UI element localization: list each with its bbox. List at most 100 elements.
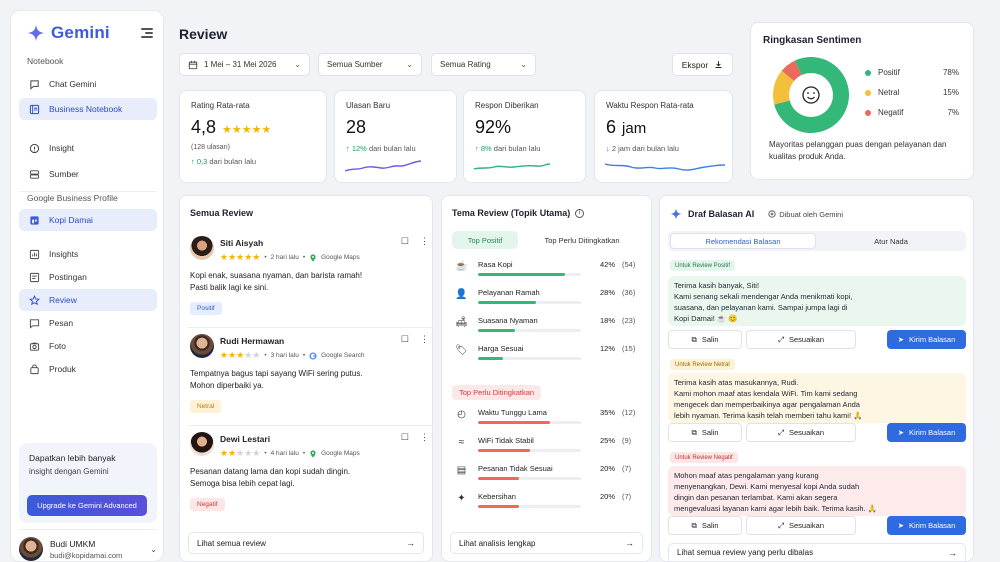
- brand-logo[interactable]: Gemini: [27, 23, 110, 43]
- button-label: Kirim Balasan: [909, 428, 956, 437]
- review-item[interactable]: Dewi Lestari ★★★★★ • 4 hari lalu • Googl…: [188, 432, 433, 524]
- date-range-filter[interactable]: 1 Mei – 31 Mei 2026 ⌄: [179, 53, 310, 76]
- trend-text: dari bulan lalu: [209, 157, 257, 166]
- sidebar-item-business-notebook[interactable]: Business Notebook: [19, 98, 157, 120]
- sidebar-item-sumber[interactable]: Sumber: [19, 163, 157, 185]
- source-icon: [29, 169, 40, 180]
- link-label: Lihat analisis lengkap: [459, 538, 536, 548]
- sidebar-item-foto[interactable]: Foto: [19, 335, 157, 357]
- draft-reply-negative[interactable]: Mohon maaf atas pengalaman yang kurang m…: [668, 466, 966, 516]
- adjust-button[interactable]: ⤢ Sesuaikan: [746, 330, 856, 349]
- sentiment-description: Mayoritas pelanggan puas dengan pelayana…: [769, 140, 947, 161]
- send-reply-button[interactable]: ➤ Kirim Balasan: [887, 516, 966, 535]
- chevron-down-icon[interactable]: ⌄: [150, 544, 157, 554]
- adjust-button[interactable]: ⤢ Sesuaikan: [746, 423, 856, 442]
- sentiment-tag: Netral: [190, 400, 222, 413]
- topic-row[interactable]: ☕ Rasa Kopi 42% (54): [454, 258, 638, 284]
- export-button[interactable]: Ekspor: [672, 53, 733, 76]
- sidebar-item-insights[interactable]: Insights: [19, 243, 157, 265]
- bookmark-icon[interactable]: ☐: [400, 432, 409, 442]
- button-label: Salin: [701, 428, 719, 437]
- review-item[interactable]: Siti Aisyah ★★★★★ • 2 hari lalu • Google…: [188, 236, 433, 328]
- topic-label: Pelayanan Ramah: [478, 288, 540, 297]
- topic-row[interactable]: 🛋 Suasana Nyaman 18% (23): [454, 314, 638, 340]
- stat-trend: ↑ 0,3 dari bulan lalu: [191, 157, 315, 166]
- sparkle-icon: ✦: [457, 493, 466, 504]
- user-profile[interactable]: Budi UMKM budi@kopidamai.com ⌄: [19, 535, 157, 561]
- topic-count: (7): [622, 464, 632, 473]
- dot-separator: •: [264, 254, 267, 261]
- more-options-icon[interactable]: ⋮: [420, 236, 429, 246]
- info-icon[interactable]: i: [575, 208, 585, 218]
- sidebar-item-review[interactable]: Review: [19, 289, 157, 311]
- tab-set-tone[interactable]: Atur Nada: [874, 236, 908, 246]
- copy-button[interactable]: ⧉ Salin: [668, 516, 742, 535]
- copy-button[interactable]: ⧉ Salin: [668, 423, 742, 442]
- review-item[interactable]: Rudi Hermawan ★★★★★ • 3 hari lalu • Goog…: [188, 334, 433, 426]
- send-reply-button[interactable]: ➤ Kirim Balasan: [887, 330, 966, 349]
- topic-bar-track: [478, 477, 581, 480]
- ai-draft-replies-panel: Draf Balasan AI Dibuat oleh Gemini Rekom…: [659, 195, 974, 562]
- sofa-icon: 🛋: [455, 317, 468, 328]
- source-filter[interactable]: Semua Sumber ⌄: [318, 53, 422, 76]
- draft-reply-positive[interactable]: Terima kasih banyak, Siti! Kami senang s…: [668, 276, 966, 326]
- map-pin-icon: [310, 449, 316, 458]
- topic-label: Harga Sesuai: [478, 344, 524, 353]
- more-options-icon[interactable]: ⋮: [420, 334, 429, 344]
- wifi-icon: ≈: [458, 437, 465, 448]
- see-pending-reviews-link[interactable]: Lihat semua review yang perlu dibalas →: [668, 543, 966, 561]
- topic-bar-track: [478, 301, 581, 304]
- receipt-icon: ▤: [456, 465, 467, 476]
- topic-bar-fill: [478, 357, 503, 360]
- topic-row[interactable]: ≈ WiFi Tidak Stabil 25% (9): [454, 434, 638, 460]
- tab-top-positive[interactable]: Top Positif: [452, 231, 518, 249]
- tab-top-improve[interactable]: Top Perlu Ditingkatkan: [544, 235, 620, 245]
- sidebar-item-chat-gemini[interactable]: Chat Gemini: [19, 73, 157, 95]
- copy-icon: ⧉: [691, 427, 697, 437]
- button-label: Sesuaikan: [788, 335, 825, 344]
- topic-row[interactable]: ◴ Waktu Tunggu Lama 35% (12): [454, 406, 638, 432]
- legend-dot: [865, 89, 871, 96]
- upgrade-title: Dapatkan lebih banyak: [29, 453, 116, 463]
- sidebar-item-postingan[interactable]: Postingan: [19, 266, 157, 288]
- draft-reply-neutral[interactable]: Terima kasih atas masukannya, Rudi. Kami…: [668, 373, 966, 423]
- chevron-down-icon: ⌄: [294, 60, 301, 69]
- sidebar-item-pesan[interactable]: Pesan: [19, 312, 157, 334]
- topic-row[interactable]: 👤 Pelayanan Ramah 28% (36): [454, 286, 638, 312]
- bookmark-icon[interactable]: ☐: [400, 236, 409, 246]
- sidebar-item-produk[interactable]: Produk: [19, 358, 157, 380]
- topic-count: (15): [622, 344, 636, 353]
- bookmark-icon[interactable]: ☐: [400, 334, 409, 344]
- see-full-analysis-link[interactable]: Lihat analisis lengkap →: [450, 532, 643, 554]
- collapse-sidebar-button[interactable]: [141, 28, 153, 38]
- send-reply-button[interactable]: ➤ Kirim Balasan: [887, 423, 966, 442]
- rating-stars: ★★★★★: [222, 124, 272, 136]
- more-options-icon[interactable]: ⋮: [420, 432, 429, 442]
- topic-count: (36): [622, 288, 636, 297]
- rating-filter[interactable]: Semua Rating ⌄: [431, 53, 536, 76]
- legend-negative: Negatif 7%: [865, 108, 959, 117]
- sentiment-summary-card: Ringkasan Sentimen Positif 78% Netral 15…: [750, 22, 974, 180]
- copy-button[interactable]: ⧉ Salin: [668, 330, 742, 349]
- insight-icon: [29, 143, 40, 154]
- topic-row[interactable]: 🏷 Harga Sesuai 12% (15): [454, 342, 638, 368]
- calendar-icon: [188, 60, 198, 69]
- upgrade-button[interactable]: Upgrade ke Gemini Advanced: [27, 495, 147, 516]
- section-notebook-label: Notebook: [27, 56, 64, 66]
- topic-row[interactable]: ▤ Pesanan Tidak Sesuai 20% (7): [454, 462, 638, 488]
- sidebar-item-label: Review: [49, 295, 77, 305]
- sidebar-item-kopi-damai[interactable]: Kopi Damai: [19, 209, 157, 231]
- chat-icon: [29, 79, 40, 90]
- tab-recommended-replies[interactable]: Rekomendasi Balasan: [670, 233, 816, 249]
- see-all-reviews-link[interactable]: Lihat semua review →: [188, 532, 424, 554]
- trend-value: 8%: [480, 144, 492, 153]
- sidebar-item-insight[interactable]: Insight: [19, 137, 157, 159]
- topic-bar-track: [478, 449, 581, 452]
- topic-row[interactable]: ✦ Kebersihan 20% (7): [454, 490, 638, 516]
- topic-bar-track: [478, 505, 581, 508]
- sidebar-item-label: Insights: [49, 249, 79, 259]
- adjust-button[interactable]: ⤢ Sesuaikan: [746, 516, 856, 535]
- trend-text: dari bulan lalu: [368, 144, 416, 153]
- sidebar-item-label: Postingan: [49, 272, 87, 282]
- page-title: Review: [179, 26, 228, 42]
